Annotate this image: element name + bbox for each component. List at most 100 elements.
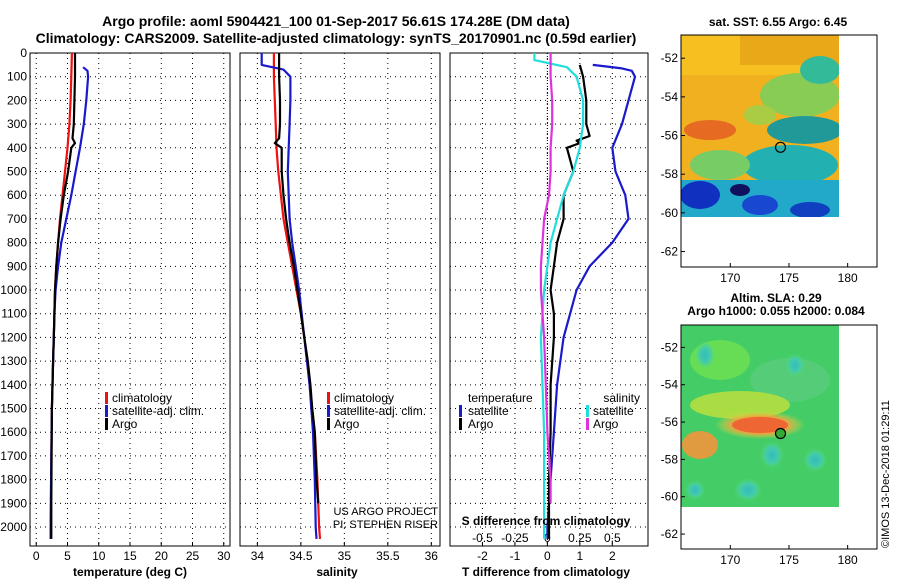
x-tick-label: -1 [510, 549, 521, 563]
header-line2: Climatology: CARS2009. Satellite-adjuste… [36, 30, 637, 46]
map-y-tick-label: -54 [661, 90, 679, 104]
header-line1: Argo profile: aoml 5904421_100 01-Sep-20… [102, 13, 570, 29]
legend-argo: Argo [334, 417, 360, 431]
y-tick-label: 1100 [1, 307, 27, 321]
legend-swatch-satellite [105, 405, 108, 417]
y-tick-label: 400 [7, 141, 27, 155]
project-pi: PI: STEPHEN RISER [333, 519, 438, 531]
salinity-xlabel: salinity [316, 565, 358, 579]
sst-map-ticks: 170 175 180 -52 -54 -56 -58 -60 -62 [661, 51, 858, 285]
salinity-panel: 34 34.5 35 35.5 36 salinity climatology sate… [239, 52, 441, 579]
series-line-t-argo [547, 64, 591, 539]
temperature-frame [29, 52, 231, 547]
x-tick-label: 0 [544, 549, 551, 563]
map-y-tick-label: -54 [661, 378, 679, 392]
x-tick-label: 1 [576, 549, 583, 563]
difference-xlabel: T difference from climatology [462, 565, 630, 579]
salinity-ticks: 34 34.5 35 35.5 36 [251, 542, 439, 563]
x2-tick-label: 0.25 [568, 531, 592, 545]
legend-climatology: climatology [112, 391, 172, 405]
temperature-grid [30, 52, 230, 546]
y-tick-label: 500 [7, 165, 27, 179]
legend-swatch-satellite [327, 405, 330, 417]
temperature-panel: 0 5 10 15 20 25 300100200300400500600700800900… [0, 46, 230, 579]
legend-salinity-title: salinity [603, 391, 640, 405]
y-tick-label: 1900 [0, 496, 27, 510]
x-tick-label: 25 [186, 549, 200, 563]
map-y-tick-label: -56 [661, 415, 679, 429]
sla-map-frame [680, 324, 878, 550]
sla-map-ticks: 170 175 180 -52 -54 -56 -58 -60 -62 [661, 340, 858, 567]
map-x-tick-label: 180 [838, 271, 858, 285]
x2-tick-label: -0.25 [501, 531, 529, 545]
difference-legend-salinity: salinity satellite Argo [586, 391, 640, 431]
y-tick-label: 1400 [0, 378, 27, 392]
y-tick-label: 1300 [0, 354, 27, 368]
y-tick-label: 1200 [0, 330, 27, 344]
y-tick-label: 900 [7, 259, 27, 273]
legend-s-argo: Argo [593, 417, 619, 431]
x2-tick-label: -0.5 [472, 531, 493, 545]
legend-argo: Argo [112, 417, 138, 431]
x-tick-label: 5 [64, 549, 71, 563]
salinity-grid [240, 52, 440, 546]
map-y-tick-label: -58 [661, 452, 679, 466]
series-line-s-satellite [533, 53, 585, 539]
difference-series [533, 53, 637, 539]
map-y-tick-label: -58 [661, 167, 679, 181]
map-x-tick-label: 175 [779, 553, 799, 567]
sla-map-panel: Altim. SLA: 0.29 Argo h1000: 0.055 h2000… [661, 291, 878, 567]
sla-map-image [681, 325, 839, 507]
y-tick-label: 1600 [0, 425, 27, 439]
legend-swatch-s-satellite [586, 405, 589, 417]
map-x-tick-label: 170 [720, 271, 740, 285]
map-y-tick-label: -52 [661, 340, 679, 354]
y-tick-label: 1000 [0, 283, 27, 297]
x-tick-label: 30 [217, 549, 231, 563]
y-tick-label: 1800 [0, 473, 27, 487]
legend-satellite: satellite-adj. clim. [334, 404, 426, 418]
legend-t-argo: Argo [468, 417, 494, 431]
difference-xlabel2: S difference from climatology [462, 514, 631, 528]
y-tick-label: 2000 [0, 520, 27, 534]
series-line-satellite-adj-clim- [260, 53, 318, 539]
sla-map-subtitle: Argo h1000: 0.055 h2000: 0.084 [687, 304, 865, 318]
x-tick-label: 0 [33, 549, 40, 563]
series-line-s-argo [539, 53, 554, 504]
y-tick-label: 1500 [0, 402, 27, 416]
salinity-legend: climatology satellite-adj. clim. Argo [327, 391, 426, 431]
legend-satellite: satellite-adj. clim. [112, 404, 204, 418]
difference-grid [450, 52, 648, 546]
y-tick-label: 1700 [0, 449, 27, 463]
legend-swatch-t-satellite [459, 405, 462, 417]
y-tick-label: 600 [7, 188, 27, 202]
x-tick-label: 15 [123, 549, 137, 563]
series-line-t-satellite [546, 63, 637, 539]
sst-map-frame [680, 34, 878, 268]
legend-climatology: climatology [334, 391, 394, 405]
map-x-tick-label: 180 [838, 553, 858, 567]
sst-map-title: sat. SST: 6.55 Argo: 6.45 [709, 15, 848, 29]
x-tick-label: 34.5 [289, 549, 313, 563]
x-tick-label: 2 [609, 549, 616, 563]
y-tick-label: 100 [7, 70, 27, 84]
salinity-frame [239, 52, 441, 547]
sla-map-title: Altim. SLA: 0.29 [730, 291, 822, 305]
map-y-tick-label: -62 [661, 527, 679, 541]
legend-swatch-argo [105, 418, 108, 430]
legend-swatch-s-argo [586, 418, 589, 430]
temperature-xlabel: temperature (deg C) [73, 565, 187, 579]
difference-panel: -2 -1 0 1 2-0.5 -0.25 0 0.25 0.5 T difference fr… [449, 52, 649, 579]
x2-tick-label: 0.5 [604, 531, 621, 545]
x-tick-label: 36 [425, 549, 439, 563]
x-tick-label: 35 [338, 549, 352, 563]
y-tick-label: 200 [7, 93, 27, 107]
map-y-tick-label: -60 [661, 206, 679, 220]
project-name: US ARGO PROJECT [333, 506, 438, 518]
y-tick-label: 700 [7, 212, 27, 226]
x-tick-label: 34 [251, 549, 265, 563]
sst-map-image [681, 35, 839, 217]
x-tick-label: 35.5 [376, 549, 400, 563]
map-y-tick-label: -52 [661, 51, 679, 65]
